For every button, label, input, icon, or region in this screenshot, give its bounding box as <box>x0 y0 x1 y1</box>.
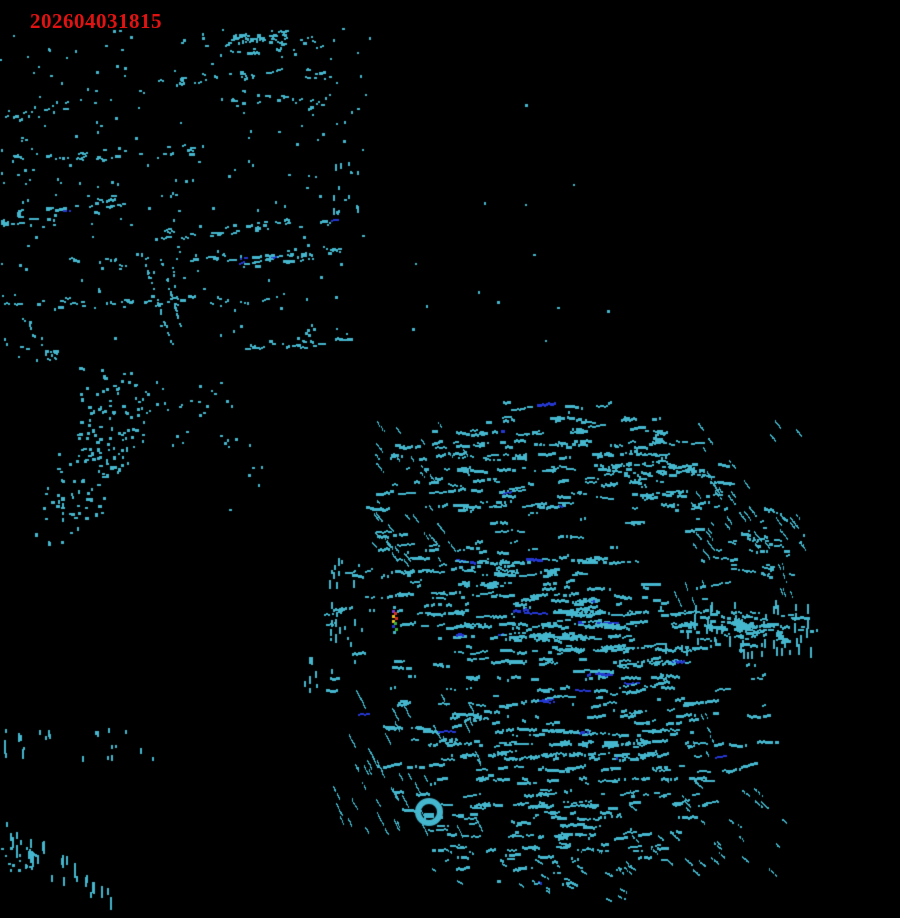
timestamp-label: 202604031815 <box>30 9 162 33</box>
